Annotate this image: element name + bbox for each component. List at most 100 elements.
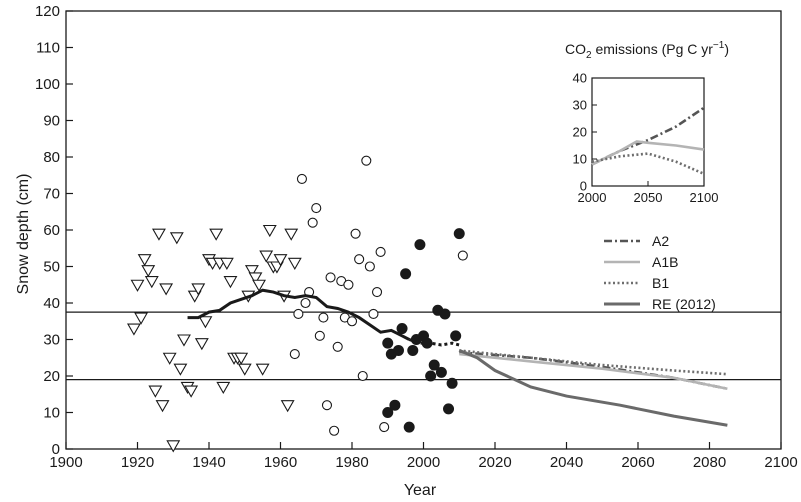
inset-title-rest: emissions (Pg C yr — [592, 41, 714, 57]
triangle-point — [262, 224, 277, 238]
filled-circle-point — [396, 323, 408, 335]
triangle-point — [252, 279, 266, 292]
main-axes: 1900 1920 1940 1960 1980 2000 2020 2040 2060 2080… — [35, 3, 798, 471]
projection-line-b1 — [459, 349, 728, 376]
filled-circle-point — [407, 344, 419, 356]
filled-circle-point — [400, 268, 412, 280]
y-tick-label: 70 — [43, 186, 60, 203]
x-tick-label: 2000 — [407, 454, 440, 471]
triangle-point — [159, 283, 174, 296]
open-circle-point — [343, 279, 354, 290]
triangle-point — [198, 316, 213, 329]
triangle-point — [137, 254, 152, 267]
open-circle-point — [368, 308, 379, 320]
open-circle-point — [289, 349, 300, 360]
triangle-point — [280, 400, 295, 413]
open-circle-point — [361, 155, 372, 166]
filled-circle-point — [443, 403, 455, 415]
triangle-point — [141, 265, 156, 278]
inset-title-superscript: −1 — [713, 40, 725, 51]
open-circle-point — [350, 228, 361, 239]
filled-circle-point — [439, 308, 451, 320]
x-tick-label: 1920 — [121, 454, 154, 471]
x-tick-label: 2100 — [764, 454, 797, 471]
inset-y-tick-label: 0 — [580, 179, 587, 194]
inset-x-tick-label: 2000 — [578, 190, 607, 205]
triangle-point — [248, 272, 263, 285]
inset-x-tick-label: 2100 — [690, 190, 719, 205]
inset-axes: 2000 2050 2100 0 10 20 30 40 — [573, 71, 719, 206]
plot-frame — [65, 10, 782, 450]
triangle-point — [223, 276, 238, 289]
inset-title: CO2 emissions (Pg C yr−1) — [565, 40, 729, 61]
triangle-point — [244, 265, 259, 278]
triangle-point — [191, 283, 206, 296]
legend: A2 A1B B1 RE (2012) — [604, 233, 716, 312]
triangle-point — [287, 257, 302, 270]
filled-circle-point — [382, 407, 394, 418]
triangle-point — [219, 257, 234, 270]
triangle-point — [184, 385, 199, 398]
open-circle-point — [332, 341, 343, 352]
triangle-point — [155, 400, 170, 413]
triangle-point — [130, 279, 145, 292]
triangle-point — [273, 254, 288, 267]
y-tick-label: 110 — [36, 40, 60, 57]
inset-title-end: ) — [724, 41, 729, 57]
open-circle-point — [318, 312, 329, 323]
y-tick-label: 90 — [43, 113, 60, 130]
y-tick-label: 60 — [43, 222, 60, 239]
y-tick-label: 40 — [43, 295, 60, 312]
filled-circle-point — [414, 239, 426, 251]
inset-x-tick-label: 2050 — [634, 190, 663, 205]
filled-circle-point — [425, 370, 437, 382]
x-tick-label: 2080 — [693, 454, 726, 471]
triangle-point — [173, 363, 188, 376]
open-circle-point — [354, 254, 365, 265]
triangle-point — [169, 232, 184, 245]
open-circle-point — [379, 422, 390, 433]
filled-circle-point — [453, 228, 465, 240]
inset-title-subscript: 2 — [586, 50, 592, 61]
open-circle-point — [314, 330, 325, 341]
triangle-point — [284, 228, 299, 241]
filled-circle-point — [446, 377, 458, 389]
x-tick-label: 1980 — [335, 454, 368, 471]
projection-line-a1b — [459, 352, 728, 391]
open-circle-point — [293, 308, 304, 320]
open-circle-point — [375, 246, 386, 257]
inset-frame — [591, 77, 705, 187]
filled-circle-point — [389, 399, 401, 411]
legend-label: A1B — [652, 254, 678, 270]
y-tick-label: 10 — [43, 405, 60, 422]
triangle-point — [259, 250, 274, 263]
x-tick-label: 2040 — [550, 454, 583, 471]
inset-y-tick-label: 30 — [573, 98, 587, 113]
legend-label: B1 — [652, 275, 669, 291]
triangle-point — [216, 381, 231, 395]
open-circle-point — [311, 203, 322, 214]
filled-circle-point — [403, 421, 415, 433]
legend-label: A2 — [652, 233, 669, 249]
open-circle-point — [364, 261, 375, 272]
triangle-point — [162, 352, 177, 365]
x-tick-label: 1940 — [192, 454, 225, 471]
x-tick-label: 2020 — [478, 454, 511, 471]
y-tick-label: 100 — [35, 76, 60, 93]
triangle-point — [152, 228, 166, 241]
open-circle-point — [300, 297, 311, 309]
x-tick-label: 1960 — [264, 454, 297, 471]
open-circle-point — [371, 286, 383, 298]
projection-line-re-2012 — [458, 349, 728, 427]
triangle-point — [177, 334, 191, 347]
triangle-point — [134, 312, 149, 325]
filled-circle-point — [435, 366, 447, 378]
open-circle-point — [329, 425, 340, 436]
triangle-point — [194, 338, 209, 351]
y-tick-label: 0 — [52, 441, 60, 458]
triangle-point — [148, 385, 163, 398]
y-tick-label: 80 — [43, 149, 60, 166]
triangle-point — [234, 352, 249, 365]
filled-circle-point — [382, 337, 394, 349]
running-mean-line — [187, 288, 410, 341]
